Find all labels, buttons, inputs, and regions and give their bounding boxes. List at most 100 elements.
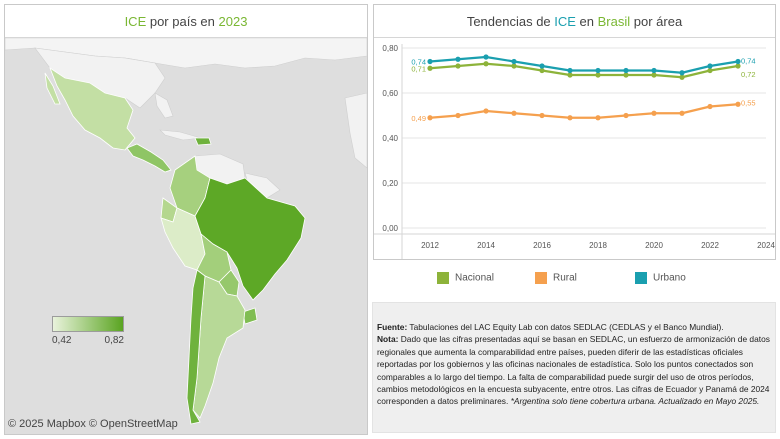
data-point-urbano <box>735 58 741 65</box>
legend-item-rural[interactable]: Rural <box>535 272 577 284</box>
chart-legend: Nacional Rural Urbano <box>373 266 776 296</box>
legend-label-rural: Rural <box>553 272 577 284</box>
label-first-rural: 0,49 <box>411 114 426 123</box>
data-point-rural <box>427 115 433 121</box>
data-point-nacional <box>707 67 713 74</box>
data-point-nacional <box>567 72 573 78</box>
data-point-rural <box>567 115 573 121</box>
series-line-urbano <box>429 55 739 74</box>
data-point-urbano <box>679 70 685 76</box>
data-point-urbano <box>427 58 433 65</box>
country-hispaniola <box>194 137 212 146</box>
nota-text: Dado que las cifras presentadas aquí se … <box>377 334 770 407</box>
chart-title-post: por área <box>630 14 683 29</box>
legend-label-urbano: Urbano <box>653 272 686 284</box>
data-point-rural <box>735 101 741 107</box>
x-tick-label: 2014 <box>477 241 495 250</box>
fuente-text: Tabulaciones del LAC Equity Lab con dato… <box>407 322 724 332</box>
fuente-label: Fuente: <box>377 322 408 332</box>
nota-italic: *Argentina solo tiene cobertura urbana. … <box>510 396 760 407</box>
label-first-nacional: 0,71 <box>411 64 426 73</box>
choropleth-map[interactable]: 0,42 0,82 © 2025 Mapbox © OpenStreetMap <box>5 38 367 434</box>
land-africa-edge <box>344 92 367 169</box>
map-title-year[interactable]: 2023 <box>218 14 248 29</box>
data-point-nacional <box>623 72 629 78</box>
legend-swatch-rural <box>535 272 547 284</box>
country-chile <box>186 269 206 425</box>
chart-title-pre: Tendencias de <box>466 14 555 29</box>
country-mexico <box>49 66 136 151</box>
country-central-america <box>126 143 172 173</box>
map-panel: ICE por país en 2023 <box>4 4 368 435</box>
data-point-nacional <box>455 63 461 69</box>
legend-gradient <box>52 316 124 332</box>
legend-item-nacional[interactable]: Nacional <box>437 272 494 284</box>
data-point-nacional <box>679 74 685 80</box>
data-point-urbano <box>483 54 489 60</box>
data-point-rural <box>595 115 601 121</box>
map-svg <box>5 38 367 425</box>
label-last-nacional: 0,72 <box>741 70 756 79</box>
data-point-urbano <box>651 67 657 74</box>
legend-min: 0,42 <box>52 335 72 346</box>
nota-paragraph: Nota: Dado que las cifras presentadas aq… <box>377 333 771 407</box>
legend-item-urbano[interactable]: Urbano <box>635 272 686 284</box>
data-point-rural <box>455 112 461 119</box>
y-tick-label: 0,80 <box>382 44 398 53</box>
data-point-rural <box>539 112 545 119</box>
chart-title: Tendencias de ICE en Brasil por área <box>374 5 775 38</box>
map-title: ICE por país en 2023 <box>5 5 367 38</box>
data-point-nacional <box>539 67 545 74</box>
label-last-rural: 0,55 <box>741 98 756 107</box>
data-point-rural <box>511 110 517 116</box>
x-tick-label: 2024 <box>757 241 775 250</box>
data-point-urbano <box>455 56 461 62</box>
data-point-urbano <box>539 63 545 69</box>
data-point-nacional <box>595 72 601 78</box>
legend-swatch-nacional <box>437 272 449 284</box>
legend-max: 0,82 <box>104 335 124 346</box>
land-cuba <box>159 129 202 141</box>
data-point-rural <box>679 110 685 116</box>
data-point-urbano <box>623 67 629 74</box>
data-point-nacional <box>511 63 517 69</box>
legend-label-nacional: Nacional <box>455 272 494 284</box>
data-point-nacional <box>427 65 433 71</box>
x-tick-label: 2016 <box>533 241 551 250</box>
data-point-urbano <box>511 58 517 65</box>
data-point-rural <box>651 110 657 116</box>
data-point-urbano <box>595 67 601 74</box>
land-florida <box>154 92 174 119</box>
map-attribution[interactable]: © 2025 Mapbox © OpenStreetMap <box>8 418 178 430</box>
fuente-line: Fuente: Tabulaciones del LAC Equity Lab … <box>377 321 771 333</box>
color-legend: 0,42 0,82 <box>52 316 126 346</box>
data-point-urbano <box>707 63 713 69</box>
chart-title-country[interactable]: Brasil <box>597 14 631 29</box>
nota-label: Nota: <box>377 334 399 345</box>
chart-title-ice: ICE <box>554 14 576 29</box>
x-tick-label: 2020 <box>645 241 663 250</box>
data-point-nacional <box>735 63 741 69</box>
data-point-rural <box>707 103 713 110</box>
x-tick-label: 2012 <box>421 241 439 250</box>
label-last-urbano: 0,74 <box>741 57 756 66</box>
country-baja <box>44 72 61 105</box>
y-tick-label: 0,40 <box>382 134 398 143</box>
y-tick-label: 0,00 <box>382 224 398 233</box>
chart-panel: Tendencias de ICE en Brasil por área 0,0… <box>373 4 776 260</box>
data-point-nacional <box>651 72 657 78</box>
x-tick-label: 2018 <box>589 241 607 250</box>
map-title-ice: ICE <box>124 14 147 29</box>
series-line-nacional <box>429 62 739 79</box>
data-point-rural <box>623 112 629 119</box>
country-uruguay <box>242 307 258 325</box>
x-tick-label: 2022 <box>701 241 719 250</box>
chart-title-mid: en <box>575 14 598 29</box>
line-chart[interactable]: 0,00 0,20 0,40 0,60 0,80 2012 2014 2016 2018 2020… <box>374 38 775 259</box>
label-first-urbano: 0,74 <box>411 58 426 67</box>
source-note: Fuente: Tabulaciones del LAC Equity Lab … <box>372 302 776 433</box>
y-tick-label: 0,60 <box>382 89 398 98</box>
series-line-rural <box>429 103 739 119</box>
legend-swatch-urbano <box>635 272 647 284</box>
data-point-rural <box>483 108 489 114</box>
